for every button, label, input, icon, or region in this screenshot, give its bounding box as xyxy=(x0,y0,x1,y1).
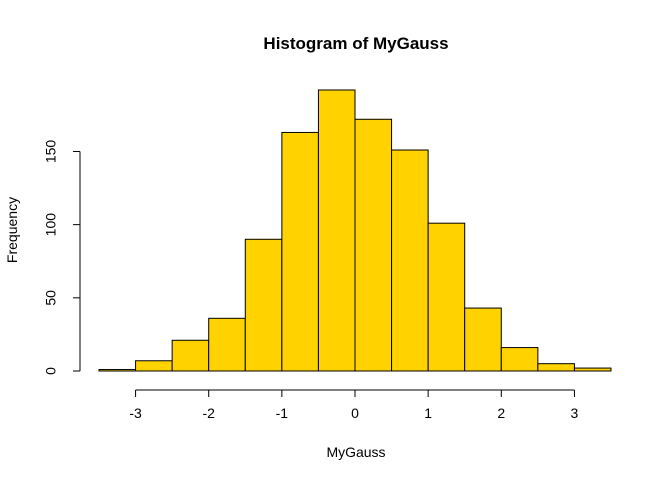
chart-title: Histogram of MyGauss xyxy=(263,34,448,53)
histogram-bar xyxy=(135,360,173,372)
x-tick-label: -3 xyxy=(129,405,142,421)
x-tick-label: 1 xyxy=(424,405,432,421)
x-tick-label: -1 xyxy=(276,405,289,421)
histogram-bar xyxy=(281,131,319,372)
y-axis: 0 50 100 150 xyxy=(43,140,81,375)
histogram-bar xyxy=(537,363,575,372)
histogram-bar xyxy=(98,369,137,372)
histogram-bar xyxy=(208,317,246,372)
y-axis-label: Frequency xyxy=(4,197,20,263)
histogram-bar xyxy=(171,339,210,372)
histogram-bar xyxy=(427,222,466,372)
x-tick-label: 0 xyxy=(351,405,359,421)
y-tick-label: 100 xyxy=(43,213,59,237)
histogram-bars xyxy=(98,89,612,372)
histogram-bar xyxy=(573,367,612,372)
histogram-bar xyxy=(464,307,502,372)
x-tick-label: 3 xyxy=(571,405,579,421)
x-tick-label: -2 xyxy=(202,405,215,421)
histogram-bar xyxy=(244,238,283,372)
y-tick-label: 0 xyxy=(43,367,59,375)
x-tick-label: 2 xyxy=(497,405,505,421)
histogram-bar xyxy=(354,118,393,372)
histogram-bar xyxy=(500,347,539,372)
x-axis: -3 -2 -1 0 1 2 3 xyxy=(129,389,579,421)
y-tick-label: 150 xyxy=(43,140,59,164)
histogram-bar xyxy=(391,149,429,372)
x-axis-label: MyGauss xyxy=(326,444,385,460)
y-tick-label: 50 xyxy=(43,290,59,306)
histogram-bar xyxy=(317,89,356,372)
